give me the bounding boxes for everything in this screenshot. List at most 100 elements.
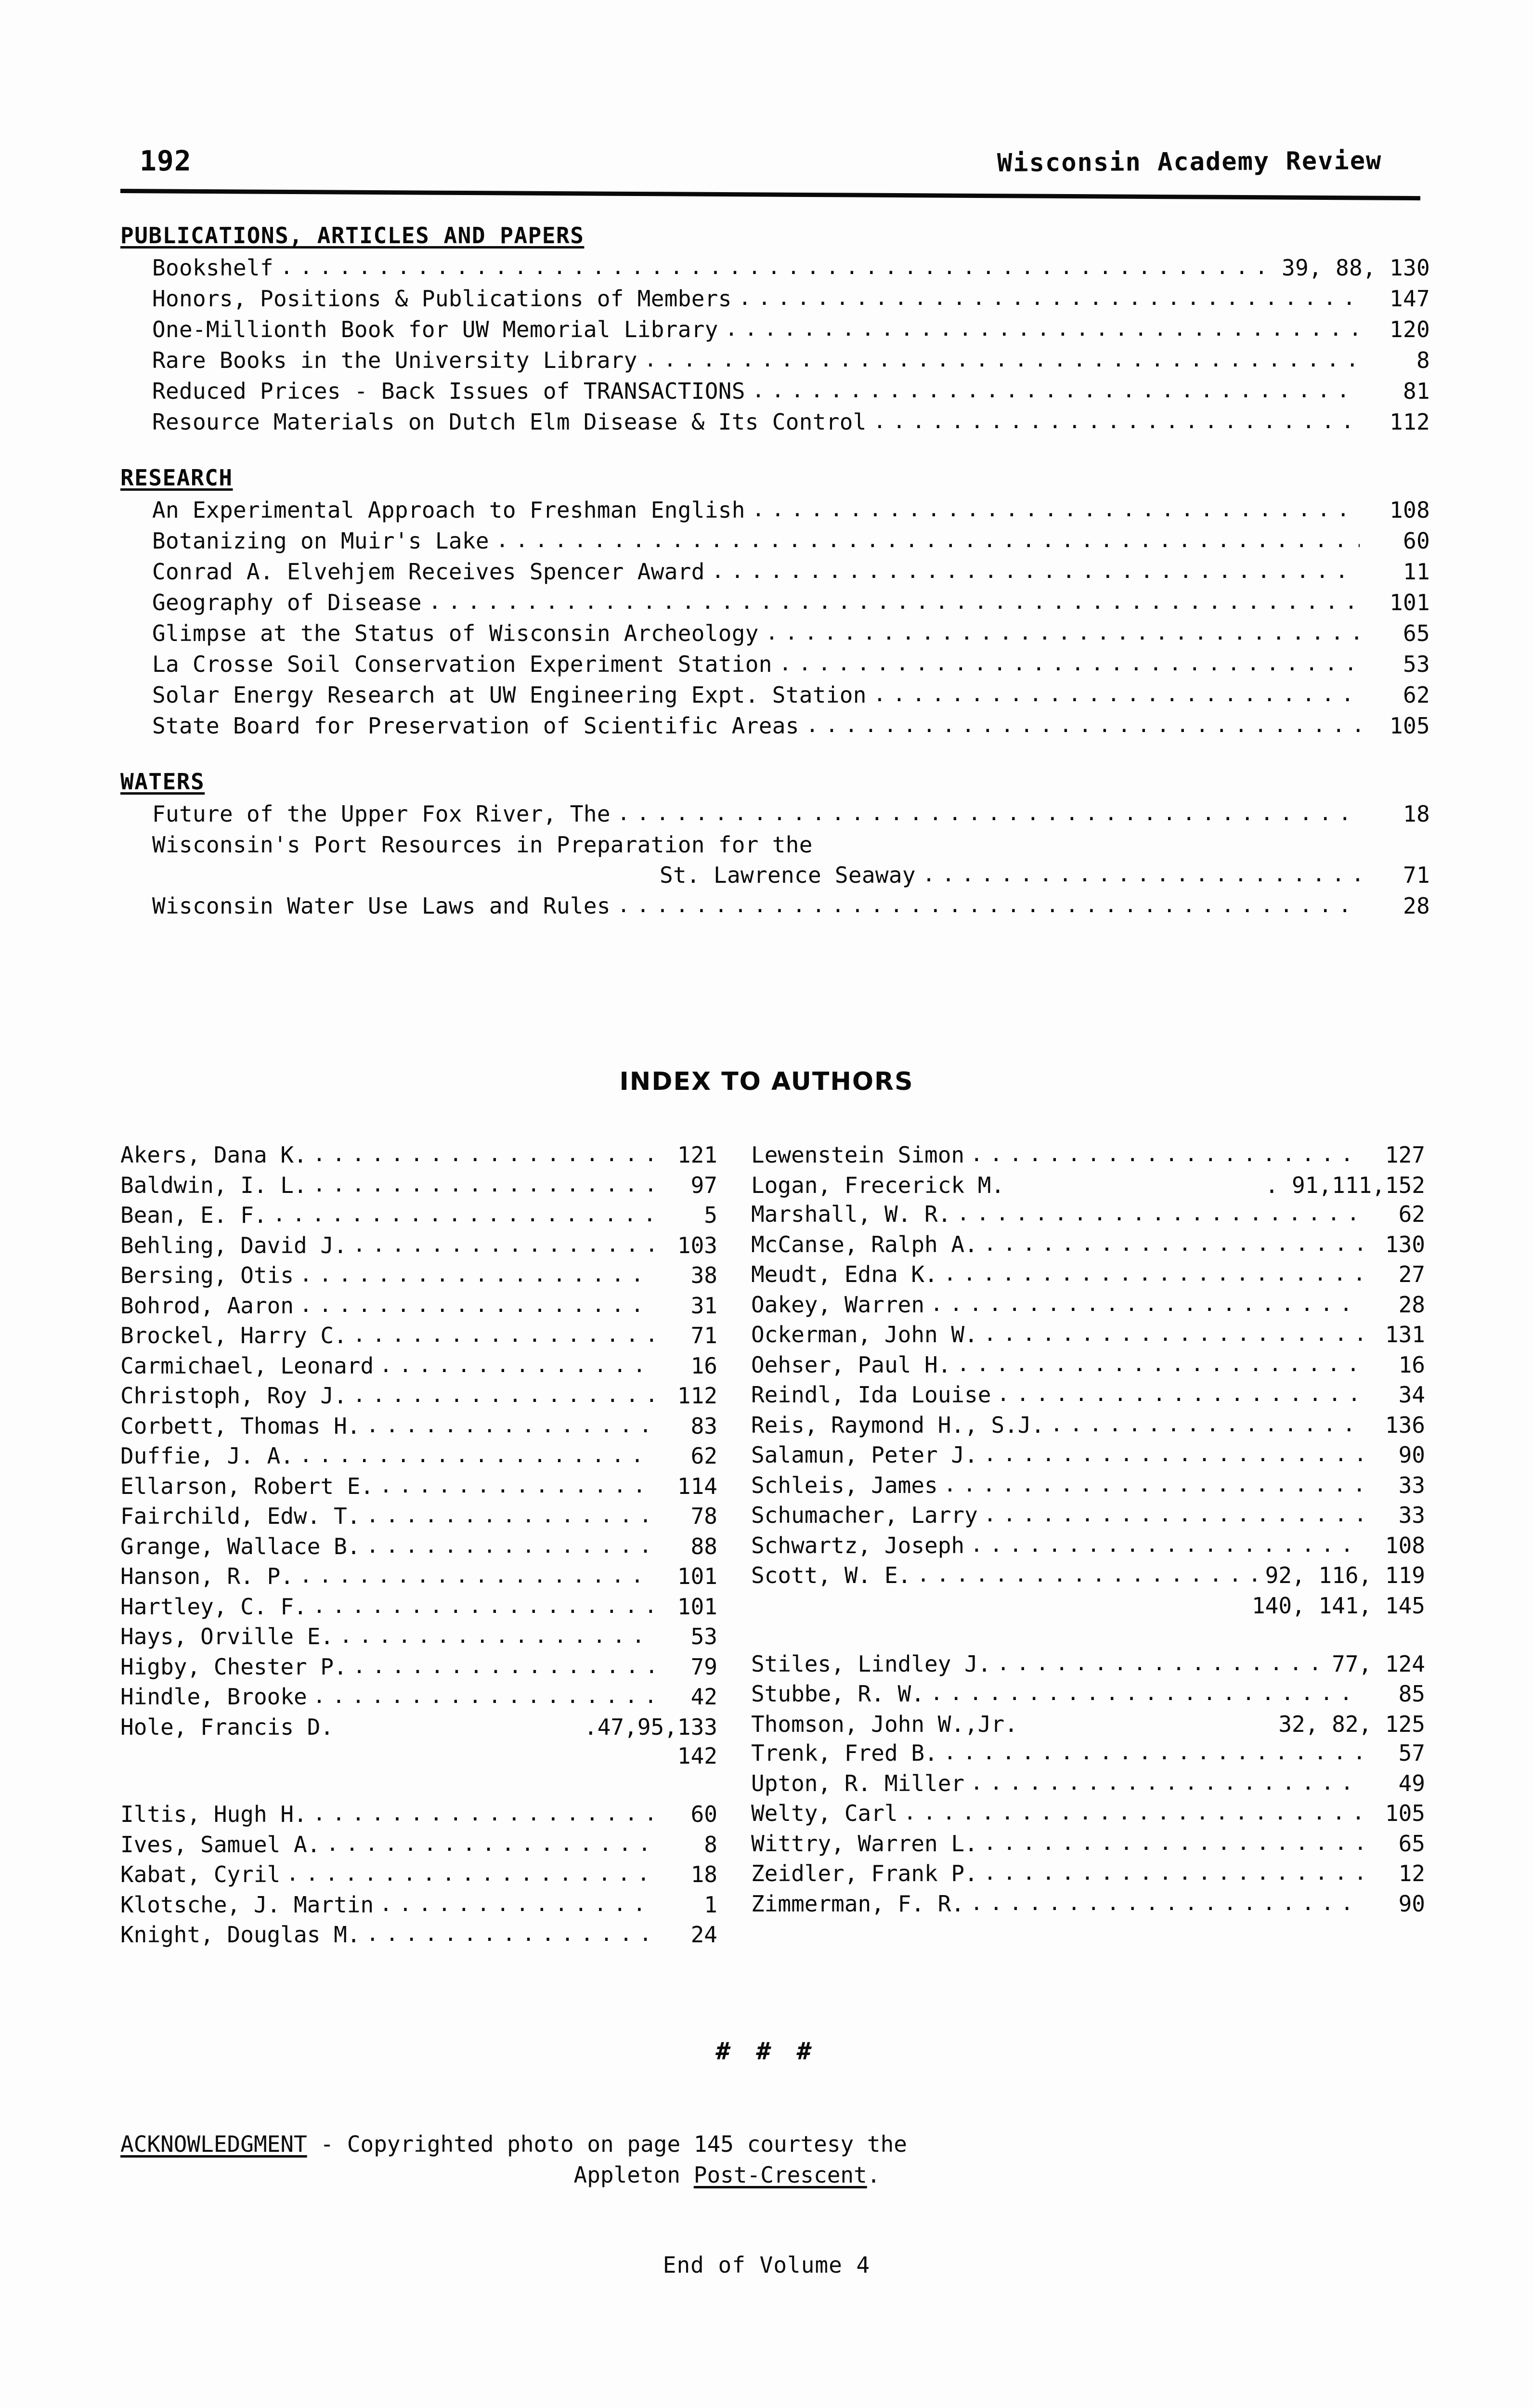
- author-page-numbers: 121: [677, 1142, 717, 1168]
- leader-dots: ........................................…: [725, 316, 1360, 341]
- page-masthead: 192 Wisconsin Academy Review: [120, 144, 1411, 193]
- author-index-entry: Schleis, James..........................…: [751, 1471, 1425, 1501]
- author-page-numbers: 101: [677, 1593, 717, 1620]
- leader-dots: ........................................…: [379, 1352, 654, 1377]
- toc-entry: Rare Books in the University Library....…: [120, 345, 1430, 376]
- author-name: Ellarson, Robert E.: [120, 1473, 374, 1499]
- leader-dots: ........................................…: [1050, 1412, 1362, 1437]
- author-page-numbers: 49: [1398, 1770, 1425, 1796]
- author-index-entry: Lewenstein Simon........................…: [751, 1140, 1425, 1171]
- leader-dots: ........................................…: [983, 1322, 1362, 1346]
- toc-entry: Geography of Disease....................…: [120, 588, 1430, 618]
- author-page-numbers: 114: [677, 1473, 717, 1499]
- author-index-entry: Stubbe, R. W............................…: [751, 1679, 1425, 1710]
- author-page-numbers: 32, 82, 125: [1278, 1711, 1425, 1737]
- author-name: Schleis, James: [751, 1472, 938, 1498]
- leader-dots: ........................................…: [779, 651, 1360, 676]
- toc-entry-page: 39, 88, 130: [1282, 255, 1430, 281]
- toc-entry-page: 147: [1390, 286, 1430, 312]
- author-name: Klotsche, J. Martin: [120, 1891, 374, 1918]
- author-name: Thomson, John W.,Jr.: [751, 1711, 1018, 1737]
- leader-dots: ........................................…: [352, 1653, 654, 1678]
- author-page-numbers: 85: [1398, 1681, 1425, 1707]
- section-break-hashes: # # #: [715, 2037, 818, 2065]
- toc-entry-page: 105: [1390, 713, 1430, 739]
- acknowledgment-period: .: [867, 2162, 881, 2188]
- leader-dots: ........................................…: [970, 1532, 1362, 1557]
- toc-entry-title-wrapped: Wisconsin's Port Resources in Preparatio…: [152, 832, 813, 858]
- journal-title: Wisconsin Academy Review: [997, 146, 1382, 178]
- author-column-right: Lewenstein Simon........................…: [751, 1140, 1425, 1950]
- author-index-entry: Marshall, W. R..........................…: [751, 1200, 1425, 1230]
- author-index-entry: Logan, Frecerick M. . 91,111,152: [751, 1171, 1425, 1200]
- author-name: Wittry, Warren L.: [751, 1830, 978, 1857]
- author-name: Upton, R. Miller: [751, 1770, 965, 1796]
- leader-dots: ........................................…: [312, 1801, 654, 1826]
- author-index-entry: Hole, Francis D. .47,95,133: [120, 1713, 717, 1742]
- toc-entry-title: One-Millionth Book for UW Memorial Libra…: [152, 316, 718, 342]
- leader-dots: ........................................…: [970, 1890, 1362, 1915]
- leader-dots: ........................................…: [366, 1413, 654, 1438]
- author-index-entry: Scott, W. E.............................…: [751, 1561, 1425, 1591]
- section-spacer: [120, 742, 1430, 767]
- author-page-numbers: 78: [690, 1503, 717, 1529]
- author-page-numbers: 65: [1398, 1830, 1425, 1857]
- author-name: Reis, Raymond H., S.J.: [751, 1412, 1045, 1438]
- author-page-numbers: 127: [1385, 1142, 1425, 1168]
- author-index-entry: Wittry, Warren L........................…: [751, 1829, 1425, 1859]
- toc-entry-title: An Experimental Approach to Freshman Eng…: [152, 497, 745, 523]
- toc-entry: Honors, Positions & Publications of Memb…: [120, 284, 1430, 314]
- author-index-entry: Hindle, Brooke..........................…: [120, 1682, 717, 1713]
- author-name: Hartley, C. F.: [120, 1593, 307, 1620]
- toc-entry-title: St. Lawrence Seaway: [660, 862, 916, 888]
- author-name: Akers, Dana K.: [120, 1142, 307, 1168]
- leader-dots: ........................................…: [738, 286, 1360, 310]
- author-index-entry: Trenk, Fred B...........................…: [751, 1739, 1425, 1769]
- author-name: Welty, Carl: [751, 1800, 898, 1826]
- leader-dots: ........................................…: [299, 1443, 654, 1467]
- author-page-numbers: 88: [690, 1533, 717, 1559]
- author-index-entry: Meudt, Edna K...........................…: [751, 1260, 1425, 1290]
- leader-dots: ........................................…: [983, 1231, 1362, 1256]
- leader-dots: ........................................…: [644, 347, 1360, 372]
- author-index-entry: Bersing, Otis...........................…: [120, 1261, 717, 1291]
- leader-dots: ........................................…: [970, 1770, 1362, 1795]
- leader-dots: ........................................…: [312, 1593, 654, 1618]
- author-name: Grange, Wallace B.: [120, 1533, 361, 1559]
- author-page-numbers: 34: [1398, 1382, 1425, 1408]
- author-name: Scott, W. E.: [751, 1562, 911, 1588]
- leader-dots: ........................................…: [917, 1562, 1259, 1587]
- author-page-numbers: 57: [1398, 1740, 1425, 1766]
- author-index-entry: Upton, R. Miller........................…: [751, 1769, 1425, 1799]
- author-name: Logan, Frecerick M.: [751, 1172, 1005, 1198]
- toc-entry-page: 28: [1403, 893, 1430, 919]
- author-name: Trenk, Fred B.: [751, 1740, 938, 1766]
- leader-dots: ........................................…: [997, 1382, 1362, 1406]
- leader-dots: ........................................…: [428, 589, 1360, 614]
- acknowledgment-label: ACKNOWLEDGMENT: [120, 2131, 307, 2157]
- author-name: Hays, Orville E.: [120, 1623, 334, 1649]
- author-name: Oehser, Paul H.: [751, 1351, 951, 1378]
- author-page-numbers: 136: [1385, 1412, 1425, 1438]
- author-name: Higby, Chester P.: [120, 1653, 347, 1680]
- toc-entry: Future of the Upper Fox River, The......…: [120, 799, 1430, 830]
- toc-entry-title: Wisconsin Water Use Laws and Rules: [152, 893, 611, 919]
- author-page-numbers: . 91,111,152: [1265, 1172, 1425, 1198]
- leader-dots: ........................................…: [352, 1322, 654, 1347]
- leader-dots: ........................................…: [366, 1503, 654, 1528]
- author-name: Iltis, Hugh H.: [120, 1801, 307, 1827]
- author-page-numbers: 101: [677, 1563, 717, 1589]
- author-index-entry: Klotsche, J. Martin.....................…: [120, 1890, 717, 1921]
- author-index-entry: Welty, Carl.............................…: [751, 1799, 1425, 1829]
- leader-dots: ........................................…: [339, 1623, 654, 1648]
- page-folio-number: 192: [140, 144, 192, 177]
- author-name: Christoph, Roy J.: [120, 1383, 347, 1409]
- author-name: Zeidler, Frank P.: [751, 1860, 978, 1886]
- author-page-numbers: 103: [677, 1232, 717, 1258]
- toc-entry-title: Solar Energy Research at UW Engineering …: [152, 682, 867, 708]
- toc-entry-title: Resource Materials on Dutch Elm Disease …: [152, 409, 867, 435]
- author-index-entry: Stiles, Lindley J.......................…: [751, 1649, 1425, 1680]
- author-name: Lewenstein Simon: [751, 1142, 965, 1168]
- author-index-spacer: [120, 1771, 717, 1800]
- author-page-numbers: 42: [690, 1684, 717, 1710]
